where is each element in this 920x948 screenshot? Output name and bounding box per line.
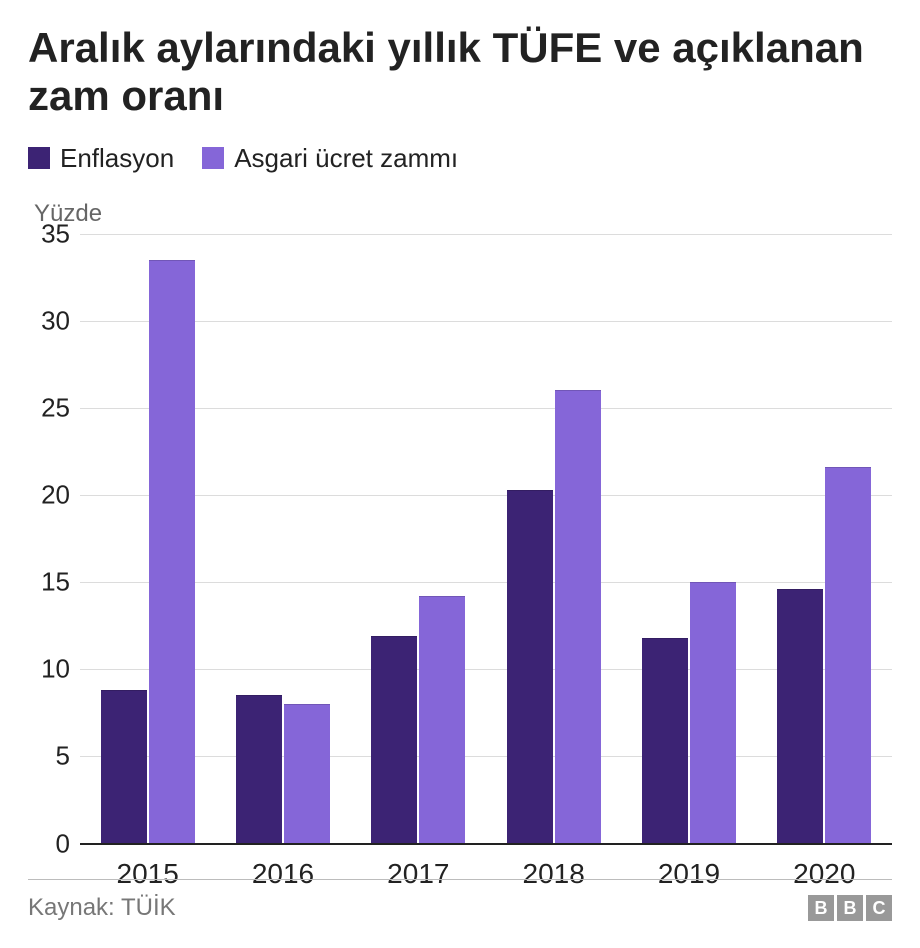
bar-group bbox=[80, 234, 215, 844]
y-tick-label: 15 bbox=[28, 567, 70, 598]
legend-item-asgari: Asgari ücret zammı bbox=[202, 143, 458, 174]
bar bbox=[284, 704, 330, 843]
y-tick-label: 30 bbox=[28, 305, 70, 336]
legend-swatch-enflasyon bbox=[28, 147, 50, 169]
source-text: Kaynak: TÜİK bbox=[28, 894, 176, 922]
bar bbox=[236, 695, 282, 843]
y-tick-label: 35 bbox=[28, 218, 70, 249]
bar bbox=[419, 596, 465, 843]
chart-container: Aralık aylarındaki yıllık TÜFE ve açıkla… bbox=[0, 0, 920, 948]
bar bbox=[149, 260, 195, 844]
bar-group bbox=[351, 234, 486, 844]
y-tick-label: 25 bbox=[28, 392, 70, 423]
chart-title: Aralık aylarındaki yıllık TÜFE ve açıkla… bbox=[28, 24, 892, 121]
bar-group bbox=[486, 234, 621, 844]
bar bbox=[777, 589, 823, 843]
legend-item-enflasyon: Enflasyon bbox=[28, 143, 174, 174]
logo-letter-2: B bbox=[837, 895, 863, 921]
bar bbox=[101, 690, 147, 843]
bar bbox=[642, 638, 688, 844]
bar bbox=[690, 582, 736, 843]
chart-plot-area: 05101520253035 201520162017201820192020 bbox=[28, 234, 892, 844]
legend-swatch-asgari bbox=[202, 147, 224, 169]
bar-group bbox=[215, 234, 350, 844]
legend-label-enflasyon: Enflasyon bbox=[60, 143, 174, 174]
chart-footer: Kaynak: TÜİK B B C bbox=[28, 879, 892, 922]
bar-group bbox=[757, 234, 892, 844]
bars-layer bbox=[80, 234, 892, 844]
legend: Enflasyon Asgari ücret zammı bbox=[28, 143, 892, 174]
y-axis-label: Yüzde bbox=[34, 200, 892, 228]
legend-label-asgari: Asgari ücret zammı bbox=[234, 143, 458, 174]
plot-region bbox=[80, 234, 892, 844]
bar bbox=[371, 636, 417, 843]
logo-letter-1: B bbox=[808, 895, 834, 921]
bar bbox=[507, 490, 553, 844]
bar bbox=[825, 467, 871, 843]
y-tick-label: 0 bbox=[28, 828, 70, 859]
y-tick-label: 10 bbox=[28, 654, 70, 685]
y-tick-label: 5 bbox=[28, 741, 70, 772]
y-axis-ticks: 05101520253035 bbox=[28, 234, 76, 844]
y-tick-label: 20 bbox=[28, 480, 70, 511]
bar-group bbox=[621, 234, 756, 844]
bar bbox=[555, 390, 601, 843]
logo-letter-3: C bbox=[866, 895, 892, 921]
bbc-logo: B B C bbox=[808, 895, 892, 921]
